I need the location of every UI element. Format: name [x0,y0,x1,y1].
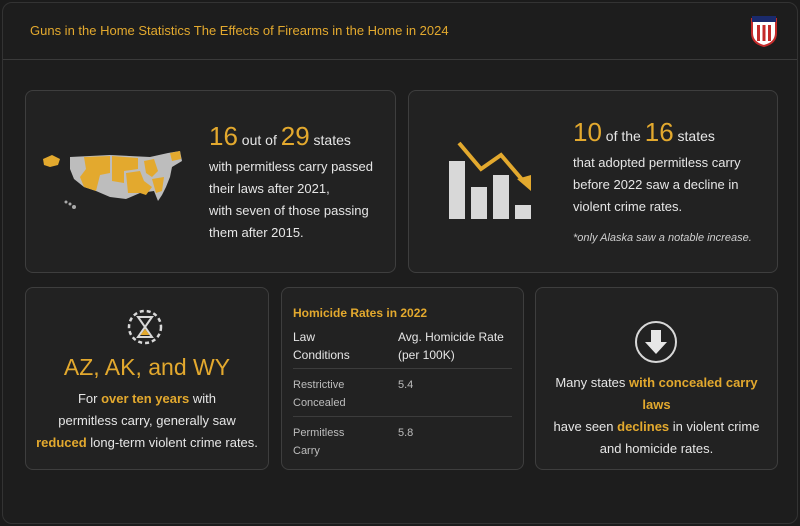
cell-text: Concealed [293,397,346,409]
stat-line-3: violent crime rates. [573,199,683,214]
body-text: with [189,391,217,406]
states-heading: AZ, AK, and WY [63,354,231,380]
column-header-rate: Avg. Homicide Rate (per 100K) [398,328,504,364]
down-arrow-icon [635,321,677,363]
concealed-carry-text: Many states with concealed carry laws ha… [542,372,771,460]
stat-tail: states [673,128,715,144]
ammo-shield-logo-icon [751,16,777,47]
body-text: have seen [553,419,618,434]
stat-line-1: that adopted permitless carry [573,155,741,170]
stat-number-29: 29 [280,121,310,151]
rate-value: 5.8 [398,427,414,439]
stat-connector: out of [237,132,281,148]
long-term-states-card: AZ, AK, and WY For over ten years with p… [25,287,269,470]
table-row: Restrictive Concealed [293,376,346,412]
stat-line-4: them after 2015. [209,225,304,240]
table-title: Homicide Rates in 2022 [293,306,428,320]
stat-line-1: with permitless carry passed [209,159,373,174]
cell-text: Permitless [293,427,345,439]
table-row: Permitless Carry [293,424,344,460]
highlight-text: over ten years [101,391,190,406]
highlight-text: reduced [36,435,87,450]
stat-line-2: their laws after 2021, [209,181,330,196]
states-body: For over ten years with permitless carry… [34,388,260,454]
crime-decline-text: 10 of the 16 states that adopted permitl… [573,117,773,244]
header-text: Avg. Homicide Rate [398,330,504,344]
table-divider [293,416,512,417]
concealed-carry-card: Many states with concealed carry laws ha… [535,287,778,470]
header-text: Law [293,330,316,344]
column-header-law: Law Conditions [293,328,350,364]
stat-tail: states [309,132,351,148]
stat-number-16: 16 [209,121,238,151]
body-text: long-term violent crime rates. [86,435,258,450]
us-map-icon [43,151,182,209]
rate-value: 5.4 [398,379,414,391]
highlight-text: declines [617,419,670,434]
hourglass-icon [127,309,163,345]
stat-number-10: 10 [573,117,602,147]
declining-chart-icon [449,141,531,219]
header-text: (per 100K) [398,348,455,362]
permitless-states-text: 16 out of 29 states with permitless carr… [209,121,389,244]
stat-number-16b: 16 [644,117,674,147]
cell-text: Restrictive [293,379,345,391]
stat-connector: of the [601,128,645,144]
permitless-states-card: 16 out of 29 states with permitless carr… [25,90,396,273]
body-text: Many states [555,375,630,390]
body-text: permitless carry, generally saw [58,413,236,428]
homicide-table-card: Homicide Rates in 2022 Law Conditions Av… [281,287,524,470]
header-divider [3,59,797,60]
table-divider [293,368,512,369]
highlight-text: with concealed carry laws [629,375,758,412]
body-text: and homicide rates. [599,441,714,456]
stat-line-2: before 2022 saw a decline in [573,177,739,192]
footnote: *only Alaska saw a notable increase. [573,232,752,244]
page-title: Guns in the Home Statistics The Effects … [30,23,449,38]
body-text: in violent crime [669,419,760,434]
stat-line-3: with seven of those passing [209,203,369,218]
crime-decline-card: 10 of the 16 states that adopted permitl… [408,90,778,273]
cell-text: Carry [293,445,320,457]
body-text: For [77,391,102,406]
header: Guns in the Home Statistics The Effects … [3,3,797,63]
header-text: Conditions [293,348,350,362]
